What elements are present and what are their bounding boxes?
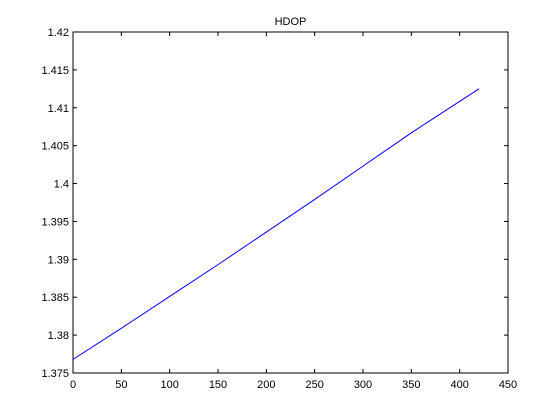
plot-area — [72, 31, 509, 374]
x-tick-label: 200 — [257, 379, 275, 391]
x-tick-label: 0 — [70, 379, 76, 391]
y-tick-label: 1.375 — [41, 368, 69, 380]
y-tick-label: 1.41 — [48, 103, 69, 115]
y-tick-label: 1.415 — [41, 65, 69, 77]
x-tick-label: 300 — [354, 379, 372, 391]
x-tick-label: 400 — [450, 379, 468, 391]
x-tick-label: 100 — [160, 379, 178, 391]
y-tick-label: 1.38 — [48, 330, 69, 342]
x-tick-label: 50 — [115, 379, 127, 391]
y-axis: 1.375 1.38 1.385 1.39 1.395 1.4 1.405 1.41 1.415… — [41, 27, 508, 380]
x-tick-label: 250 — [305, 379, 323, 391]
x-tick-label: 450 — [499, 379, 517, 391]
y-tick-label: 1.39 — [48, 254, 69, 266]
y-tick-label: 1.385 — [41, 292, 69, 304]
y-tick-label: 1.395 — [41, 216, 69, 228]
x-axis: 0 50 100 150 200 250 300 350 400 450 — [70, 32, 517, 391]
x-tick-label: 150 — [209, 379, 227, 391]
series-line — [72, 88, 480, 360]
y-tick-label: 1.42 — [48, 27, 69, 39]
series-layer — [72, 88, 480, 360]
y-tick-label: 1.4 — [54, 179, 69, 191]
x-tick-label: 350 — [402, 379, 420, 391]
y-tick-label: 1.405 — [41, 141, 69, 153]
chart-title: HDOP — [275, 16, 307, 28]
